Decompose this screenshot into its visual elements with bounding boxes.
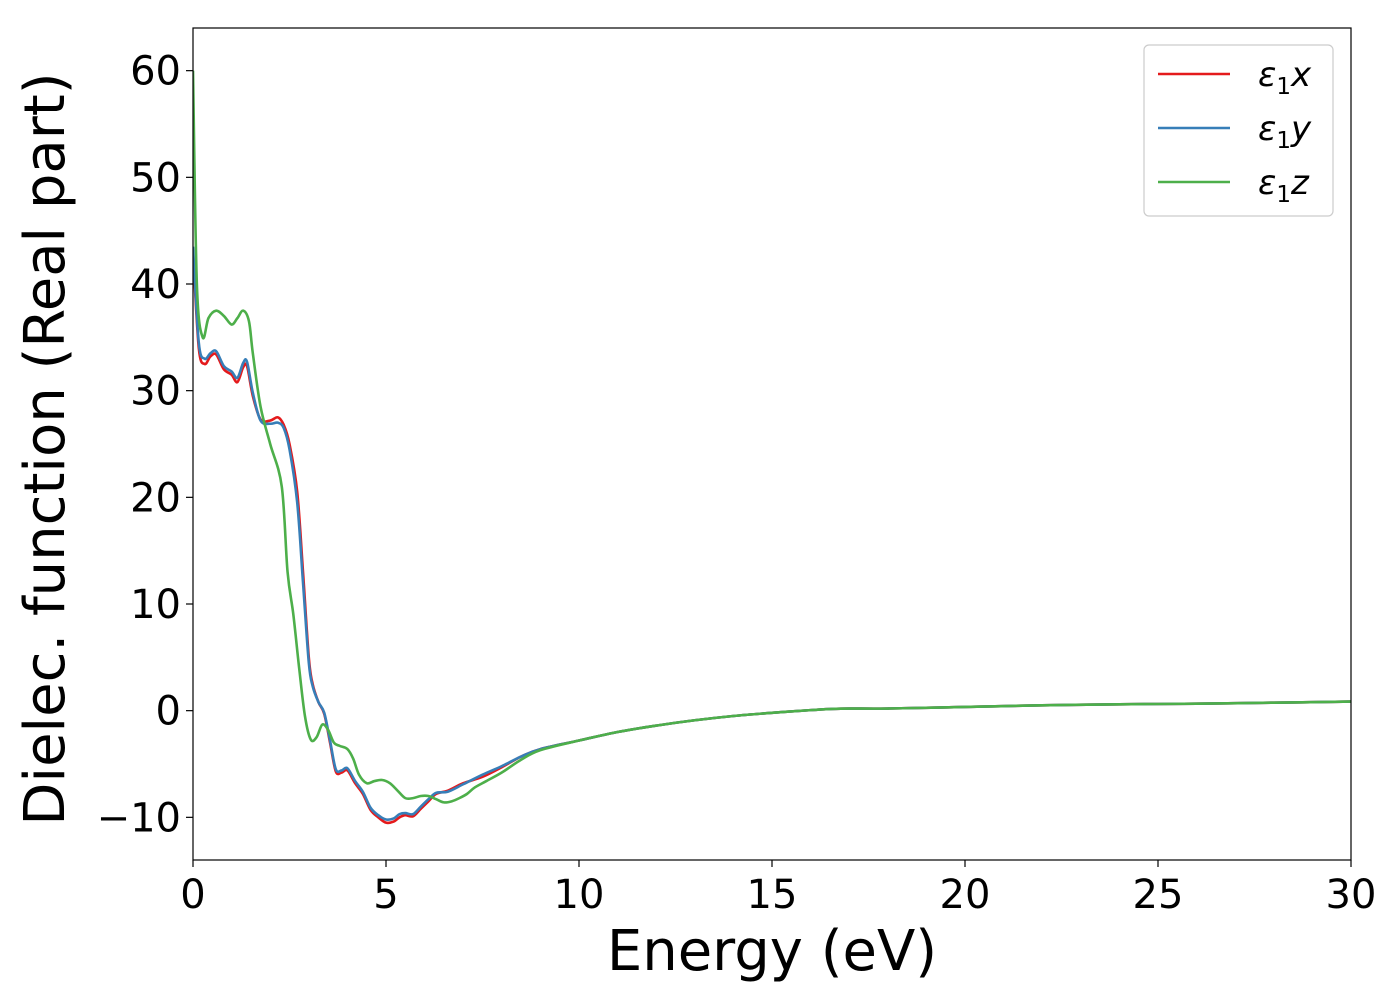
y-tick-label: 30 (130, 369, 181, 415)
y-tick-label: 40 (130, 262, 181, 308)
x-tick-label: 20 (940, 872, 991, 918)
ticks-layer: 0 5 10 15 20 25 30 −10 0 10 20 30 40 50 60 (97, 49, 1377, 918)
x-tick-label: 30 (1326, 872, 1377, 918)
legend-label-z: ε1z (1258, 163, 1310, 208)
y-tick-label: 20 (130, 475, 181, 521)
x-axis-label: Energy (eV) (607, 919, 937, 984)
y-tick-label: 10 (130, 582, 181, 628)
y-tick-label: 50 (130, 155, 181, 201)
legend-label-x: ε1x (1258, 55, 1312, 100)
x-tick-label: 0 (180, 872, 205, 918)
series-line-z (193, 70, 1351, 804)
y-tick-label: 0 (156, 689, 181, 735)
series-line-y (193, 246, 1351, 821)
legend-label-y: ε1y (1258, 109, 1312, 154)
y-axis-label: Dielec. function (Real part) (13, 72, 78, 825)
x-tick-label: 10 (554, 872, 605, 918)
series-layer (193, 70, 1351, 825)
y-tick-label: 60 (130, 49, 181, 95)
x-tick-label: 25 (1133, 872, 1184, 918)
series-line-x (193, 251, 1351, 825)
legend: ε1x ε1y ε1z (1143, 44, 1334, 217)
x-tick-label: 15 (747, 872, 798, 918)
y-tick-label: −10 (97, 795, 181, 841)
legend-box (1143, 44, 1334, 217)
x-tick-label: 5 (373, 872, 398, 918)
